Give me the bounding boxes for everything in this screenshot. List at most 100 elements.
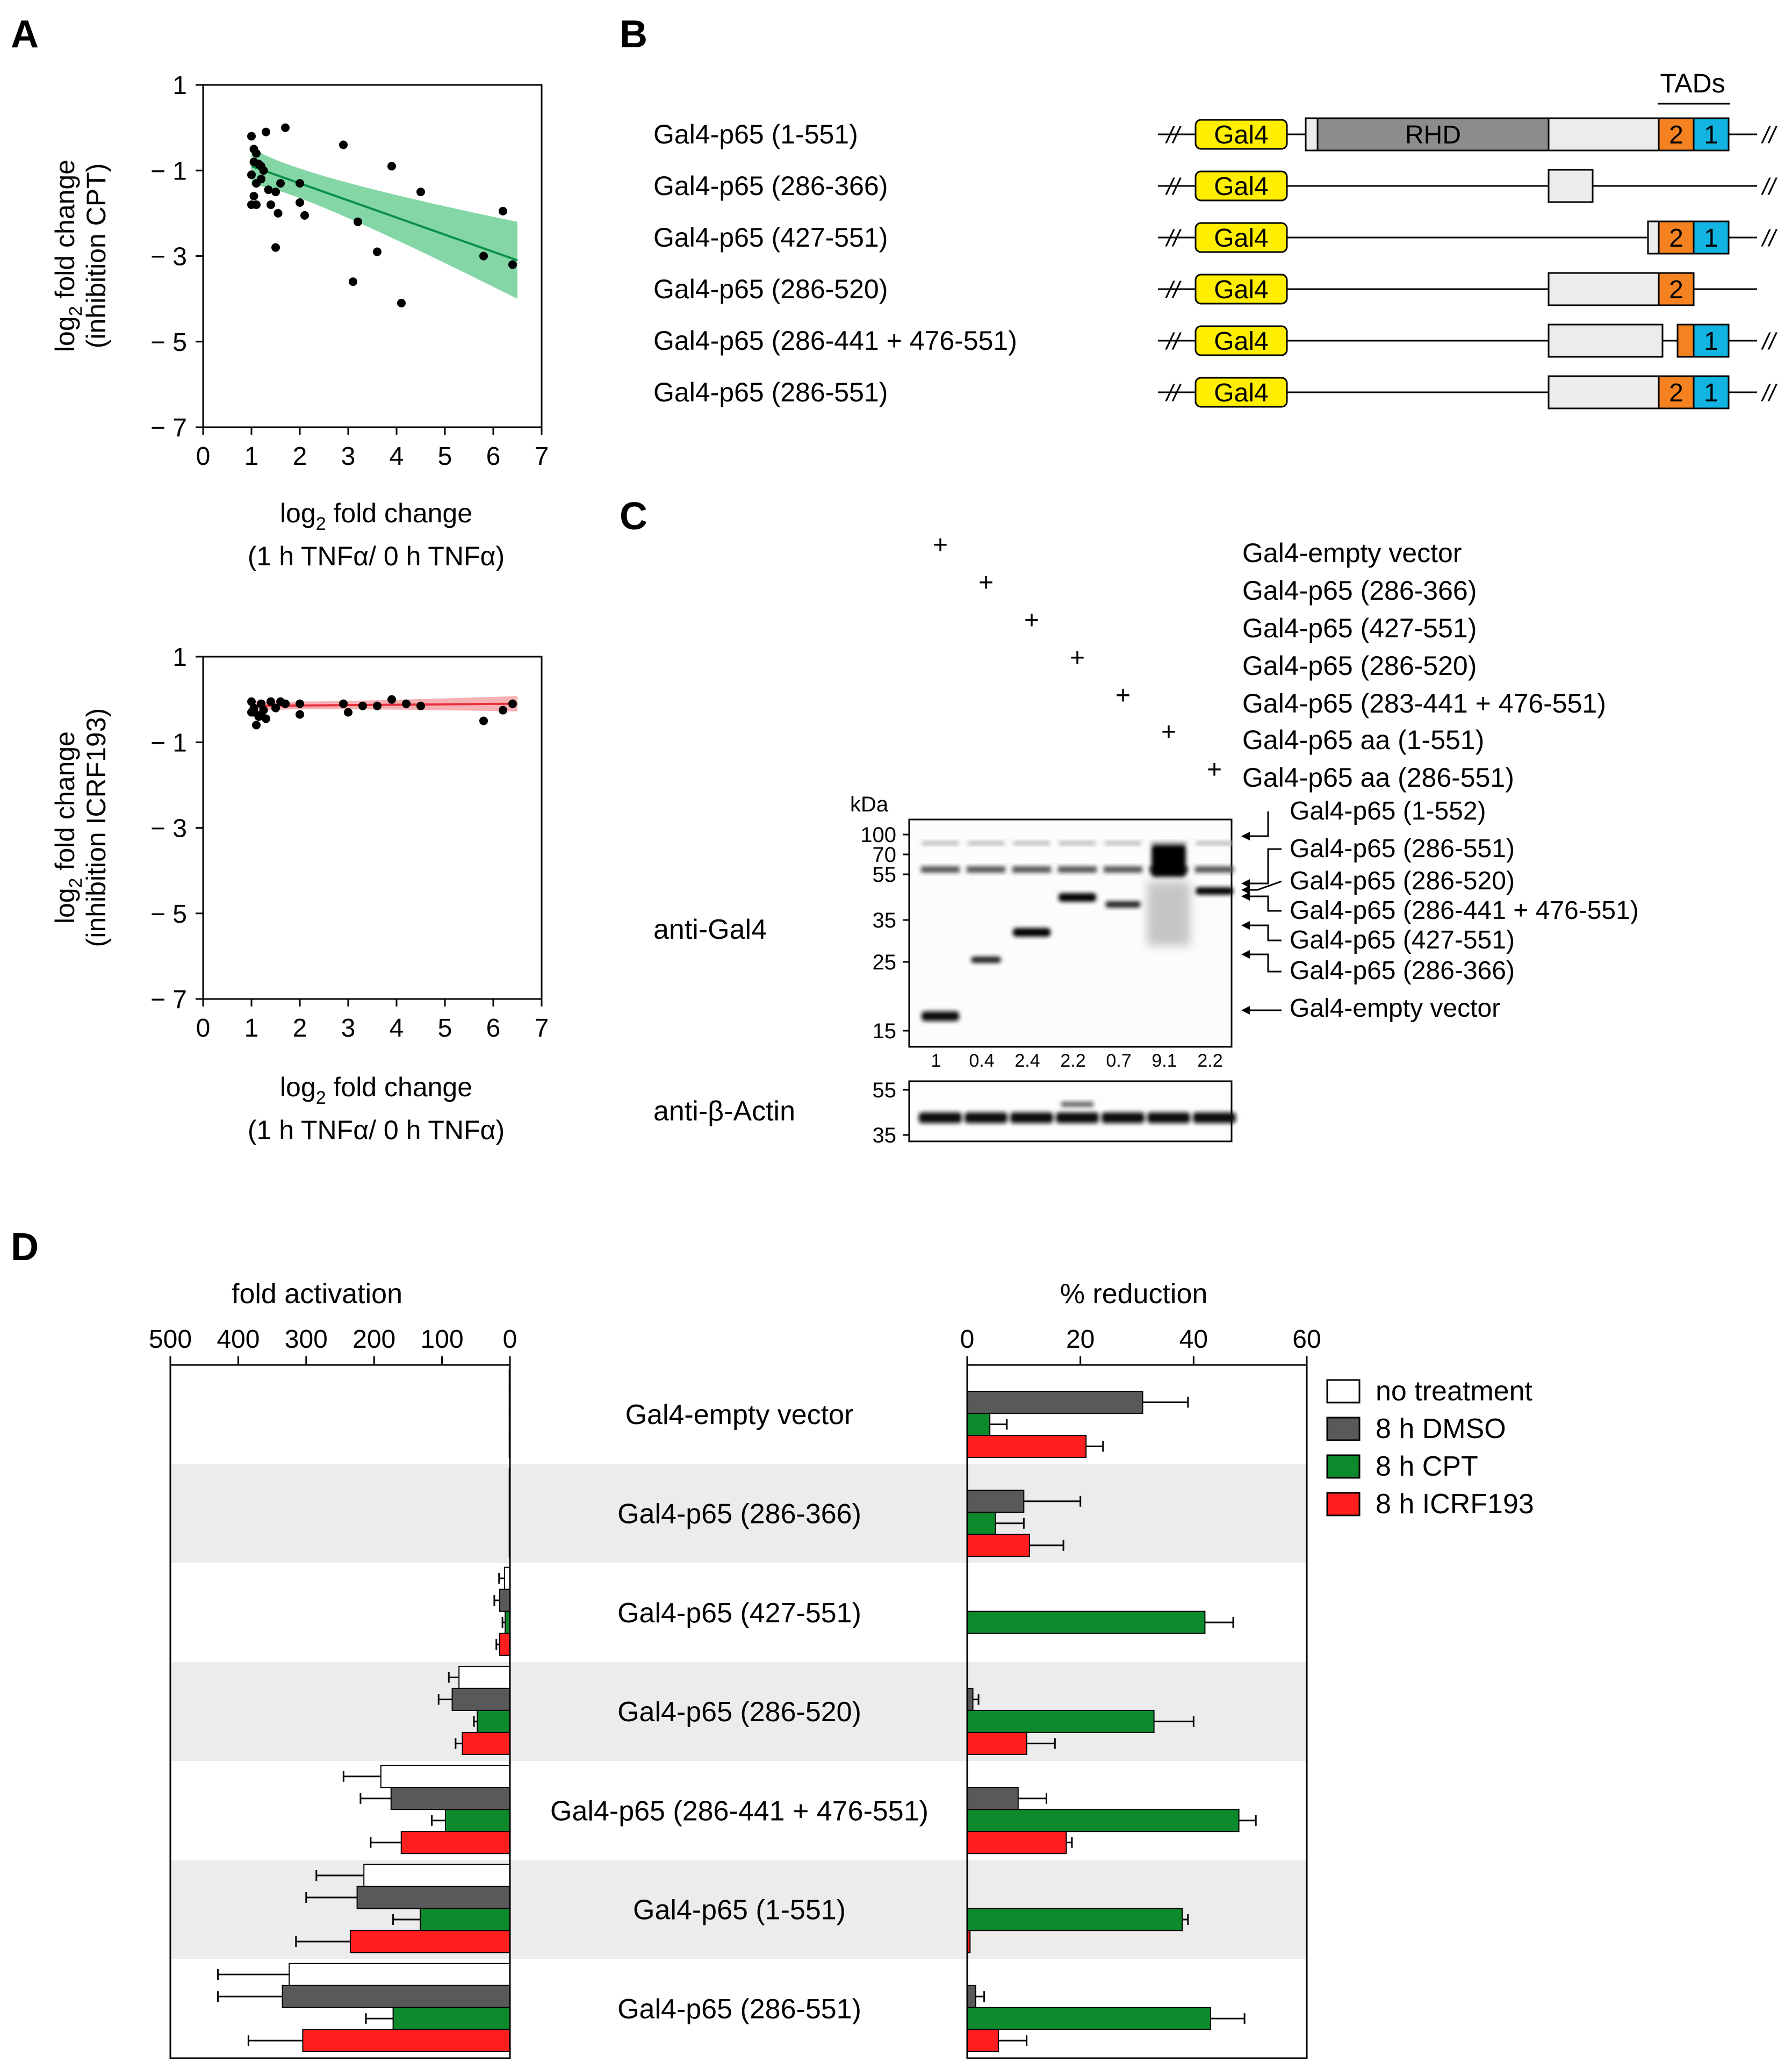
- panel-label-c: C: [620, 495, 647, 538]
- data-point: [358, 701, 367, 710]
- band-connector: [1249, 924, 1282, 941]
- tad1-label: 1: [1704, 379, 1718, 407]
- row-label: Gal4-p65 (1-551): [633, 1895, 846, 1926]
- smear: [1147, 881, 1190, 946]
- tad1-label: 1: [1704, 121, 1718, 149]
- scatter-cpt-plot: [247, 123, 518, 308]
- data-point: [257, 175, 265, 184]
- row-label: Gal4-p65 (427-551): [617, 1598, 861, 1629]
- fold-bar: [282, 1985, 510, 2008]
- data-point: [397, 299, 406, 308]
- fold-bar: [392, 2007, 510, 2030]
- data-point: [373, 701, 382, 710]
- quant-value: 2.2: [1197, 1051, 1222, 1071]
- reduction-bar: [967, 2007, 1211, 2030]
- data-point: [387, 695, 396, 704]
- fold-bar: [462, 1731, 511, 1755]
- quantification: 1 0.4 2.4 2.2 0.7 9.1 2.2: [931, 1051, 1223, 1071]
- lane-plus: +: [1024, 606, 1039, 635]
- marker-label: 35: [873, 1124, 897, 1147]
- gal4-domain-label: Gal4: [1214, 172, 1268, 201]
- data-point: [296, 198, 304, 207]
- data-point: [479, 716, 488, 725]
- data-point: [416, 188, 425, 197]
- x-tick-label: 0: [196, 442, 211, 471]
- protein-band: [1013, 928, 1050, 937]
- y-tick-label: 1: [172, 71, 187, 100]
- scatter-icrf-ylabel-2: (inhibition ICRF193): [81, 708, 111, 947]
- regression-line: [251, 165, 518, 262]
- marker-label: 15: [873, 1019, 897, 1043]
- scatter-cpt-xlabel-2: (1 h TNFα/ 0 h TNFα): [248, 541, 505, 571]
- fold-tick-label: 200: [352, 1325, 395, 1354]
- x-tick-label: 1: [244, 1014, 259, 1043]
- reduction-tick-label: 0: [960, 1325, 975, 1354]
- background-band: [1059, 841, 1096, 845]
- lane-label: Gal4-p65 (286-366): [1242, 576, 1477, 606]
- quant-value: 0.7: [1106, 1051, 1131, 1071]
- marker-label: 25: [873, 951, 897, 974]
- quant-value: 0.4: [969, 1051, 994, 1071]
- data-point: [508, 699, 517, 708]
- data-point: [262, 127, 270, 136]
- reduction-bar: [967, 1687, 974, 1711]
- gal4-domain: [1194, 274, 1288, 305]
- fold-bar: [363, 1864, 510, 1887]
- reduction-bar: [967, 1391, 1143, 1414]
- rhd-domain: [1316, 117, 1550, 152]
- band-connector: [1249, 895, 1282, 912]
- y-tick-label: 1: [172, 643, 187, 672]
- break-mark: //: [1761, 328, 1777, 355]
- regression-line: [251, 702, 518, 707]
- fold-tick-label: 100: [421, 1325, 464, 1354]
- lane-plus: +: [978, 569, 994, 597]
- construct-diagram: TADs Gal4-p65 (1-551) Gal4////RHD 2 1Gal4-p…: [653, 68, 1777, 409]
- gal4-domain: [1194, 377, 1288, 408]
- fold-tick-label: 500: [149, 1325, 192, 1354]
- x-tick-label: 0: [196, 1014, 211, 1043]
- row-labels: Gal4-empty vector Gal4-p65 (286-366) Gal4-…: [550, 1399, 929, 2025]
- lane-plus: +: [933, 531, 948, 559]
- reduction-bar: [967, 1611, 1206, 1634]
- background-band: [922, 841, 959, 845]
- tad1-domain: [1693, 117, 1730, 152]
- background-band: [1196, 841, 1233, 845]
- quant-value: 2.4: [1014, 1051, 1040, 1071]
- break-mark: //: [1761, 225, 1777, 251]
- scatter-cpt-ylabel: log2 fold change: [50, 160, 86, 352]
- band-label: Gal4-p65 (286-366): [1290, 957, 1515, 985]
- lane-label: Gal4-p65 aa (1-551): [1242, 725, 1484, 755]
- background-band: [967, 866, 1005, 873]
- x-tick-label: 1: [244, 442, 259, 471]
- break-mark: //: [1761, 122, 1777, 148]
- data-point: [274, 209, 283, 218]
- data-point: [499, 206, 507, 215]
- gal4-domain-label: Gal4: [1214, 327, 1268, 356]
- band-label: Gal4-p65 (286-520): [1290, 867, 1515, 895]
- scatter-icrf-plot: [247, 695, 518, 730]
- x-tick-label: 3: [341, 442, 356, 471]
- lane-labels: + Gal4-empty vector + Gal4-p65 (286-366) + Ga…: [933, 531, 1606, 793]
- data-point: [339, 699, 348, 708]
- scatter-icrf193: 0 1 2 3 4 5 6 7 1 − 1 − 3 − 5 − 7 log2 fold change (…: [50, 643, 549, 1145]
- data-point: [267, 697, 275, 706]
- x-tick-label: 7: [535, 442, 549, 471]
- legend-label: 8 h DMSO: [1376, 1413, 1506, 1444]
- tad1-label: 1: [1704, 327, 1718, 356]
- reduction-bar: [967, 1413, 991, 1436]
- fold-bar: [499, 1588, 510, 1612]
- band-label: Gal4-p65 (1-552): [1290, 797, 1486, 825]
- actin-band: [1056, 1112, 1099, 1123]
- data-point: [402, 699, 411, 708]
- data-point: [247, 200, 256, 209]
- row-label: Gal4-p65 (286-366): [617, 1498, 861, 1529]
- scatter-cpt-axes: 0 1 2 3 4 5 6 7 1 − 1 − 3 − 5 − 7: [150, 71, 549, 471]
- x-tick-label: 5: [438, 442, 452, 471]
- data-point: [508, 260, 517, 269]
- lane-label: Gal4-p65 (286-520): [1242, 651, 1477, 681]
- gal4-domain: [1194, 119, 1288, 150]
- fold-axis: 500 400 300 200 100 0: [149, 1325, 517, 1365]
- tad1-domain: [1693, 375, 1730, 409]
- reduction-bar: [967, 2029, 999, 2052]
